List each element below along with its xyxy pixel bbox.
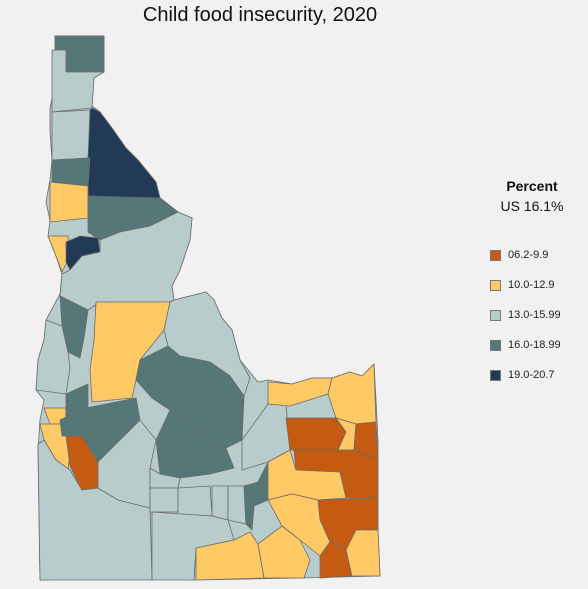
county-shoshone [87, 107, 161, 199]
legend-item: 19.0-20.7 [490, 360, 561, 390]
county-jerome [211, 485, 229, 521]
county-power [243, 461, 269, 531]
county-fremont [327, 363, 377, 425]
legend-label: 19.0-20.7 [508, 369, 555, 381]
county-jefferson [285, 417, 347, 451]
legend-list: 06.2-9.9 10.0-12.9 13.0-15.99 16.0-18.99… [490, 240, 561, 390]
legend-item: 06.2-9.9 [490, 240, 561, 270]
county-custer [135, 345, 245, 449]
legend-us-value: US 16.1% [500, 198, 564, 214]
county-benewah [51, 157, 91, 187]
legend-header: Percent US 16.1% [482, 178, 582, 214]
legend-label: 10.0-12.9 [508, 279, 555, 291]
county-minidoka [227, 485, 247, 525]
county-kootenai [51, 109, 93, 161]
county-bear-lake [345, 529, 381, 577]
legend-item: 16.0-18.99 [490, 330, 561, 360]
legend-swatch [490, 309, 501, 321]
county-oneida [257, 525, 311, 579]
county-lincoln [177, 485, 213, 517]
legend-swatch [490, 369, 501, 381]
county-nez-perce [47, 235, 71, 273]
map-title: Child food insecurity, 2020 [142, 4, 378, 26]
county-latah [49, 181, 89, 223]
legend-label: 13.0-15.99 [508, 309, 561, 321]
county-gooding [149, 487, 179, 513]
legend-label: 06.2-9.9 [508, 249, 549, 261]
legend-item: 10.0-12.9 [490, 270, 561, 300]
legend-title: Percent [506, 178, 558, 194]
legend-item: 13.0-15.99 [490, 300, 561, 330]
county-camas [149, 467, 181, 489]
legend-label: 16.0-18.99 [508, 339, 561, 351]
legend-swatch [490, 279, 501, 291]
legend-swatch [490, 249, 501, 261]
legend-swatch [490, 339, 501, 351]
